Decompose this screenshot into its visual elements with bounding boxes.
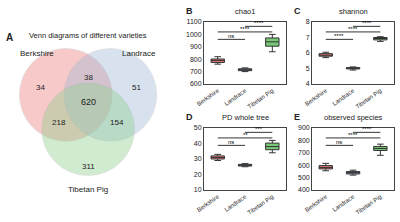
svg-text:900: 900 xyxy=(298,124,310,131)
svg-text:Venn diagrams of different var: Venn diagrams of different varieties xyxy=(29,31,147,40)
svg-text:900: 900 xyxy=(190,43,202,50)
svg-text:****: **** xyxy=(240,26,250,32)
svg-text:chao1: chao1 xyxy=(235,7,255,16)
svg-text:Landrace: Landrace xyxy=(223,87,247,107)
svg-text:****: **** xyxy=(254,20,264,26)
svg-text:Tibetan Pig: Tibetan Pig xyxy=(355,194,383,216)
svg-text:38: 38 xyxy=(84,73,93,82)
svg-text:PD whole tree: PD whole tree xyxy=(222,113,269,122)
svg-text:600: 600 xyxy=(190,80,202,87)
svg-text:Berkshire: Berkshire xyxy=(20,49,54,58)
svg-text:600: 600 xyxy=(298,162,310,169)
svg-text:Berkshire: Berkshire xyxy=(196,193,221,213)
svg-text:800: 800 xyxy=(190,56,202,63)
svg-text:****: **** xyxy=(362,20,372,26)
svg-text:5: 5 xyxy=(306,65,310,72)
svg-text:D: D xyxy=(186,112,193,122)
svg-text:shannon: shannon xyxy=(339,7,368,16)
svg-text:1100: 1100 xyxy=(187,18,202,25)
svg-text:700: 700 xyxy=(190,68,202,75)
svg-text:6: 6 xyxy=(306,49,310,56)
svg-text:500: 500 xyxy=(298,174,310,181)
svg-text:Tibetan Pig: Tibetan Pig xyxy=(355,88,383,110)
svg-text:20: 20 xyxy=(194,171,202,178)
svg-text:Berkshire: Berkshire xyxy=(304,87,329,107)
svg-text:7: 7 xyxy=(306,34,310,41)
svg-text:1000: 1000 xyxy=(186,31,202,38)
svg-text:Berkshire: Berkshire xyxy=(304,193,329,213)
svg-text:10: 10 xyxy=(194,186,202,193)
svg-text:****: **** xyxy=(348,26,358,32)
svg-text:Landrace: Landrace xyxy=(223,193,247,213)
svg-text:4: 4 xyxy=(306,80,310,87)
svg-text:Landrace: Landrace xyxy=(331,193,355,213)
svg-text:ns: ns xyxy=(228,139,234,145)
svg-text:50: 50 xyxy=(194,124,202,131)
svg-text:Berkshire: Berkshire xyxy=(196,87,221,107)
svg-text:218: 218 xyxy=(52,118,66,127)
svg-text:620: 620 xyxy=(81,97,96,107)
svg-text:A: A xyxy=(6,32,13,43)
svg-text:C: C xyxy=(294,6,301,16)
svg-text:700: 700 xyxy=(298,149,310,156)
svg-text:51: 51 xyxy=(132,83,141,92)
svg-text:Tibetan Pig: Tibetan Pig xyxy=(246,194,274,216)
svg-text:B: B xyxy=(186,6,193,16)
svg-text:****: **** xyxy=(362,126,372,132)
svg-text:Tibetan Pig: Tibetan Pig xyxy=(68,185,108,194)
svg-text:E: E xyxy=(294,112,300,122)
svg-text:400: 400 xyxy=(298,186,310,193)
svg-text:****: **** xyxy=(334,33,344,39)
svg-text:***: *** xyxy=(255,126,263,132)
svg-text:34: 34 xyxy=(36,83,45,92)
svg-text:observed species: observed species xyxy=(324,113,383,122)
svg-text:800: 800 xyxy=(298,137,310,144)
svg-text:Landrace: Landrace xyxy=(331,87,355,107)
svg-text:154: 154 xyxy=(110,118,124,127)
svg-text:40: 40 xyxy=(194,140,202,147)
svg-text:**: ** xyxy=(243,132,248,138)
svg-text:ns: ns xyxy=(228,33,234,39)
svg-text:Tibetan Pig: Tibetan Pig xyxy=(246,88,274,110)
svg-text:8: 8 xyxy=(306,18,310,25)
svg-text:311: 311 xyxy=(82,162,95,171)
svg-text:****: **** xyxy=(348,132,358,138)
svg-text:Landrace: Landrace xyxy=(122,49,156,58)
svg-text:ns: ns xyxy=(336,139,342,145)
svg-text:30: 30 xyxy=(194,155,202,162)
